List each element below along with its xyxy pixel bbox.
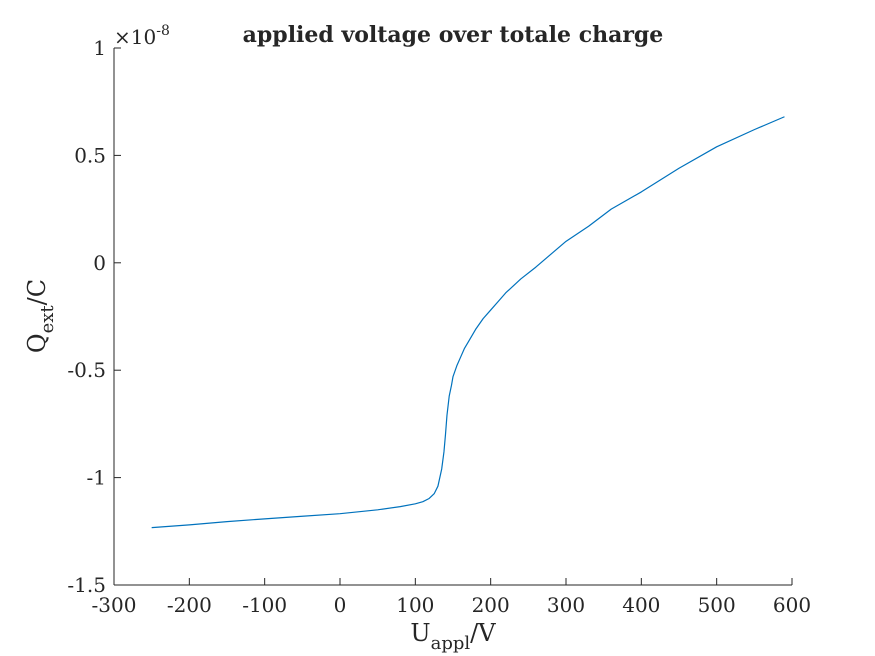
y-tick-label: -1.5	[67, 573, 106, 597]
y-tick-label: 0	[93, 251, 106, 275]
y-exponent-power: -8	[156, 23, 170, 39]
y-ticks: -1.5 -1 -0.5 0 0.5 1	[67, 36, 121, 597]
x-ticks: -300 -200 -100 0 100 200 300 400 500 600	[92, 578, 811, 617]
x-tick-label: -200	[167, 593, 212, 617]
chart-title: applied voltage over totale charge	[243, 22, 664, 48]
x-tick-label: 500	[698, 593, 736, 617]
x-tick-label: 200	[472, 593, 510, 617]
y-tick-label: -1	[87, 466, 106, 490]
x-tick-label: 400	[622, 593, 660, 617]
y-axis-label-main: Q	[23, 333, 51, 353]
x-tick-label: -100	[242, 593, 287, 617]
x-axis-label-sub: appl	[431, 633, 471, 654]
y-axis-label-unit: /C	[23, 279, 51, 305]
y-tick-label: 0.5	[74, 143, 106, 167]
x-tick-label: 100	[396, 593, 434, 617]
y-tick-label: 1	[93, 36, 106, 60]
x-tick-label: 300	[547, 593, 585, 617]
y-exponent: ×10-8	[114, 23, 170, 49]
y-axis-label: Qext/C	[23, 279, 58, 353]
y-tick-label: -0.5	[67, 358, 106, 382]
axes	[113, 48, 792, 586]
x-axis-label: Uappl/V	[410, 619, 496, 654]
x-axis-label-main: U	[410, 619, 430, 647]
y-exponent-base: ×10	[114, 25, 156, 49]
x-tick-label: 0	[334, 593, 347, 617]
curve-layer	[151, 116, 785, 529]
y-axis-label-sub: ext	[37, 305, 58, 334]
x-axis-label-unit: /V	[470, 619, 496, 647]
x-tick-label: -300	[92, 593, 137, 617]
series-line	[151, 116, 785, 529]
plot-background	[114, 48, 792, 585]
x-tick-label: 600	[773, 593, 811, 617]
